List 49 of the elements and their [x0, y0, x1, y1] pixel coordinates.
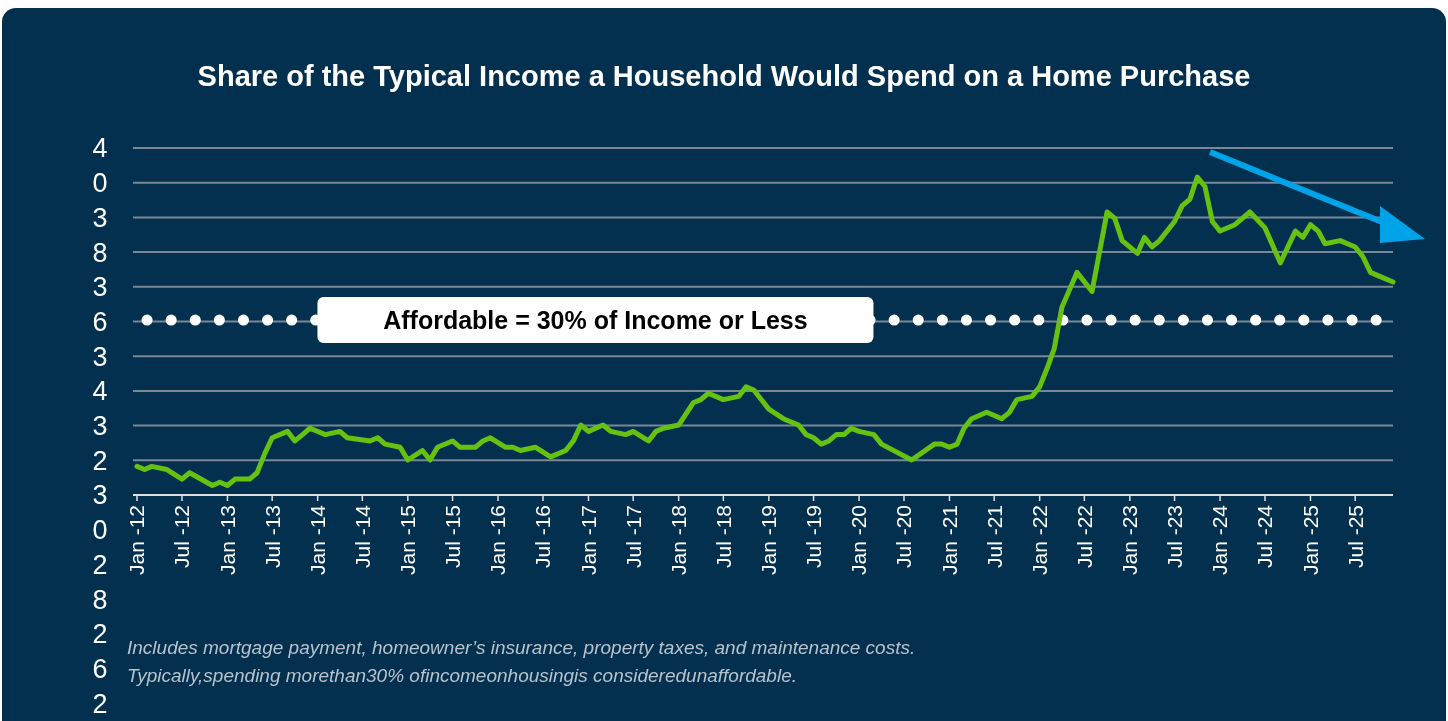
- text: 3: [92, 202, 108, 233]
- x-tick-label: Jul -20: [892, 505, 916, 569]
- text: 2: [92, 549, 108, 580]
- text: 0: [92, 515, 108, 546]
- text: Includes mortgage payment, homeowner’s insurance, property taxes, and maintenance costs.: [127, 637, 916, 658]
- x-tick-label: Jul -14: [350, 504, 374, 569]
- x-tick-label: Jul -15: [440, 505, 464, 569]
- text: 0: [92, 168, 108, 199]
- x-tick-label: Jan -18: [666, 505, 690, 576]
- x-tick-label: Jan -22: [1028, 505, 1051, 576]
- x-tick-label: Jul -22: [1072, 505, 1096, 569]
- x-tick-label: Jan -17: [576, 505, 600, 576]
- text: 3: [92, 341, 108, 372]
- text: 2: [92, 619, 108, 650]
- text: 8: [92, 584, 108, 615]
- text: 4: [92, 376, 108, 407]
- x-tick-label: Jul -17: [621, 505, 645, 569]
- text: 6: [92, 653, 108, 684]
- x-tick-label: Jan -13: [215, 505, 239, 576]
- text: 2: [92, 445, 108, 476]
- x-tick-label: Jul -23: [1162, 505, 1186, 569]
- text: 8: [92, 237, 108, 268]
- x-tick-label: Jan -19: [757, 505, 781, 576]
- x-tick-label: Jul -25: [1343, 505, 1367, 569]
- x-tick-label: Jul -19: [801, 505, 825, 569]
- x-tick-label: Jan -21: [937, 505, 961, 576]
- x-tick-label: Jul -21: [982, 505, 1006, 569]
- x-tick-label: Jul -16: [531, 505, 555, 569]
- annotation: Affordable = 30% of Income or Less: [383, 305, 808, 334]
- x-tick-label: Jul -12: [170, 505, 194, 569]
- text: 3: [92, 411, 108, 442]
- x-tick-label: Jan -12: [125, 505, 149, 576]
- x-tick-label: Jul -18: [711, 505, 735, 569]
- text: 3: [92, 272, 108, 303]
- x-tick-label: Jan -23: [1118, 505, 1142, 576]
- x-tick-label: Jan -16: [486, 505, 510, 576]
- x-tick-label: Jan -25: [1298, 505, 1322, 576]
- x-tick-label: Jul -13: [260, 505, 284, 569]
- text: 6: [92, 306, 108, 337]
- text: 2: [92, 688, 108, 719]
- chart-title: Share of the Typical Income a Household Would Spend on a Home Purchase: [197, 60, 1251, 92]
- x-tick-label: Jan -20: [847, 505, 871, 576]
- x-tick-label: Jan -24: [1208, 504, 1232, 576]
- x-tick-label: Jul -24: [1253, 504, 1277, 569]
- text: 4: [92, 133, 108, 164]
- text: Typically,spending morethan30% ofincomeonhousingis consideredunaffordable.: [127, 665, 797, 686]
- text: 3: [92, 480, 108, 511]
- x-tick-label: Jan -14: [305, 504, 329, 576]
- x-tick-label: Jan -15: [396, 505, 420, 576]
